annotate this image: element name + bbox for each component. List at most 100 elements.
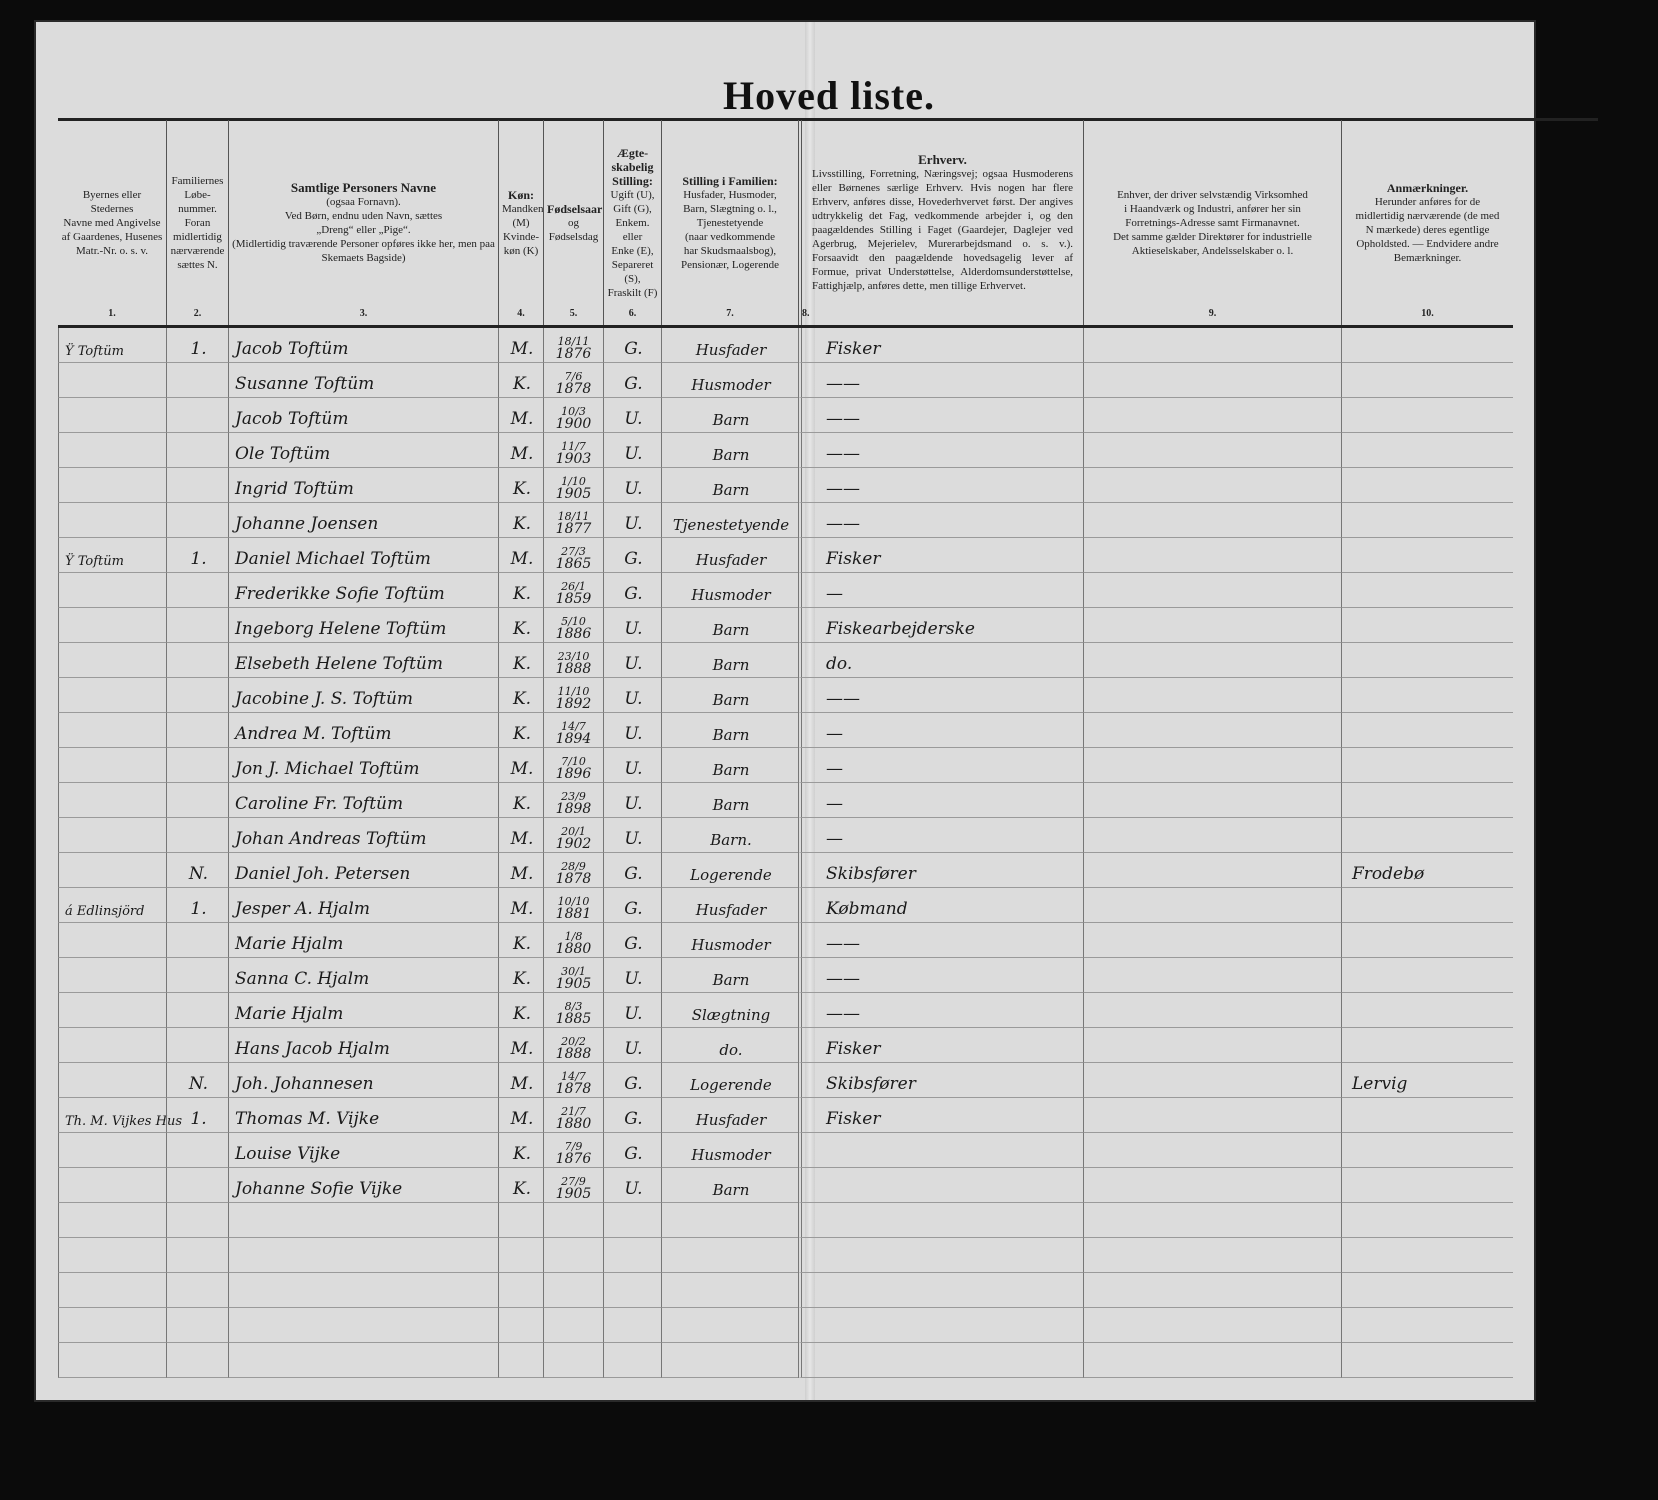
cell-family-position: Husmoder	[661, 1133, 798, 1168]
cell-sex: K.	[498, 468, 543, 503]
cell-place	[58, 678, 166, 713]
column-number: 1.	[108, 308, 116, 319]
birth-day: 8/3	[564, 1000, 583, 1013]
cell-occupation: —	[798, 748, 1083, 783]
cell-birth: 7/10 1896	[543, 748, 603, 783]
cell-birth: 14/7 1878	[543, 1063, 603, 1098]
cell-family-position: Barn	[661, 643, 798, 678]
column-number: 3.	[359, 308, 368, 319]
cell-business-address	[1083, 538, 1341, 573]
cell-family-number	[166, 643, 228, 678]
cell-names: Jacob Toftüm	[228, 328, 498, 363]
cell-occupation: Skibsfører	[798, 1063, 1083, 1098]
cell-birth: 23/9 1898	[543, 783, 603, 818]
blank-cell	[603, 1273, 661, 1308]
cell-family-position: Slægtning	[661, 993, 798, 1028]
blank-cell	[661, 1343, 798, 1378]
cell-birth: 10/10 1881	[543, 888, 603, 923]
cell-place	[58, 573, 166, 608]
cell-marital-status: U.	[603, 398, 661, 433]
cell-business-address	[1083, 398, 1341, 433]
blank-cell	[228, 1343, 498, 1378]
blank-cell	[1083, 1238, 1341, 1273]
cell-remarks	[1341, 503, 1513, 538]
cell-family-number	[166, 1028, 228, 1063]
cell-marital-status: U.	[603, 958, 661, 993]
cell-remarks	[1341, 818, 1513, 853]
cell-business-address	[1083, 1028, 1341, 1063]
cell-birth: 18/11 1876	[543, 328, 603, 363]
column-number: 8.	[802, 308, 810, 319]
cell-birth: 11/10 1892	[543, 678, 603, 713]
cell-business-address	[1083, 853, 1341, 888]
birth-day: 11/7	[561, 440, 586, 453]
cell-place	[58, 958, 166, 993]
cell-family-number	[166, 713, 228, 748]
cell-business-address	[1083, 328, 1341, 363]
cell-business-address	[1083, 1098, 1341, 1133]
column-description: Enkem. eller	[615, 216, 650, 243]
blank-cell	[798, 1308, 1083, 1343]
cell-family-number	[166, 783, 228, 818]
cell-birth: 18/11 1877	[543, 503, 603, 538]
column-description: Enhver, der driver selvstændig Virksomhe…	[1117, 188, 1308, 201]
column-description: Barn, Slægtning o. l.,	[683, 202, 777, 215]
cell-sex: M.	[498, 748, 543, 783]
cell-business-address	[1083, 748, 1341, 783]
column-number: 6.	[628, 308, 637, 319]
cell-place	[58, 468, 166, 503]
cell-marital-status: U.	[603, 713, 661, 748]
cell-sex: M.	[498, 853, 543, 888]
cell-place	[58, 643, 166, 678]
birth-year: 1886	[555, 626, 592, 642]
cell-family-number: N.	[166, 1063, 228, 1098]
column-description: Foran	[184, 216, 211, 229]
cell-remarks	[1341, 958, 1513, 993]
cell-birth: 26/1 1859	[543, 573, 603, 608]
cell-sex: K.	[498, 713, 543, 748]
cell-business-address	[1083, 678, 1341, 713]
birth-day: 28/9	[561, 860, 586, 873]
cell-marital-status: G.	[603, 573, 661, 608]
cell-names: Jesper A. Hjalm	[228, 888, 498, 923]
cell-business-address	[1083, 888, 1341, 923]
cell-family-position: Husfader	[661, 538, 798, 573]
cell-place	[58, 713, 166, 748]
column-header-place: Byernes eller Stedernes Navne med Angivel…	[58, 120, 166, 325]
column-description: Herunder anføres for de	[1374, 195, 1481, 208]
cell-occupation: Fisker	[798, 1098, 1083, 1133]
blank-cell	[543, 1203, 603, 1238]
blank-cell	[1341, 1308, 1513, 1343]
blank-cell	[498, 1238, 543, 1273]
column-header-family-number: Familiernes Løbe-nummer. Foran midlertidig n…	[166, 120, 228, 325]
cell-family-number	[166, 468, 228, 503]
birth-year: 1894	[555, 731, 592, 747]
blank-cell	[166, 1343, 228, 1378]
column-description: i Haandværk og Industri, anfører her sin	[1124, 202, 1301, 215]
cell-birth: 7/6 1878	[543, 363, 603, 398]
column-description: Familiernes	[171, 174, 224, 187]
cell-family-number: 1.	[166, 538, 228, 573]
birth-year: 1878	[555, 871, 592, 887]
cell-family-position: Barn	[661, 1168, 798, 1203]
column-description: Fødselsdag	[548, 230, 599, 243]
cell-place	[58, 608, 166, 643]
cell-place	[58, 1168, 166, 1203]
blank-cell	[58, 1343, 166, 1378]
cell-place: Ÿ Toftüm	[58, 328, 166, 363]
blank-cell	[798, 1203, 1083, 1238]
cell-sex: K.	[498, 923, 543, 958]
cell-place	[58, 748, 166, 783]
cell-place	[58, 818, 166, 853]
column-description: Pensionær, Logerende	[681, 258, 779, 271]
cell-marital-status: U.	[603, 608, 661, 643]
cell-family-number	[166, 993, 228, 1028]
column-description: Navne med Angivelse	[63, 216, 161, 229]
cell-names: Jacobine J. S. Toftüm	[228, 678, 498, 713]
cell-marital-status: U.	[603, 678, 661, 713]
cell-family-position: Husfader	[661, 1098, 798, 1133]
cell-place	[58, 1063, 166, 1098]
cell-business-address	[1083, 643, 1341, 678]
cell-marital-status: U.	[603, 993, 661, 1028]
cell-business-address	[1083, 503, 1341, 538]
